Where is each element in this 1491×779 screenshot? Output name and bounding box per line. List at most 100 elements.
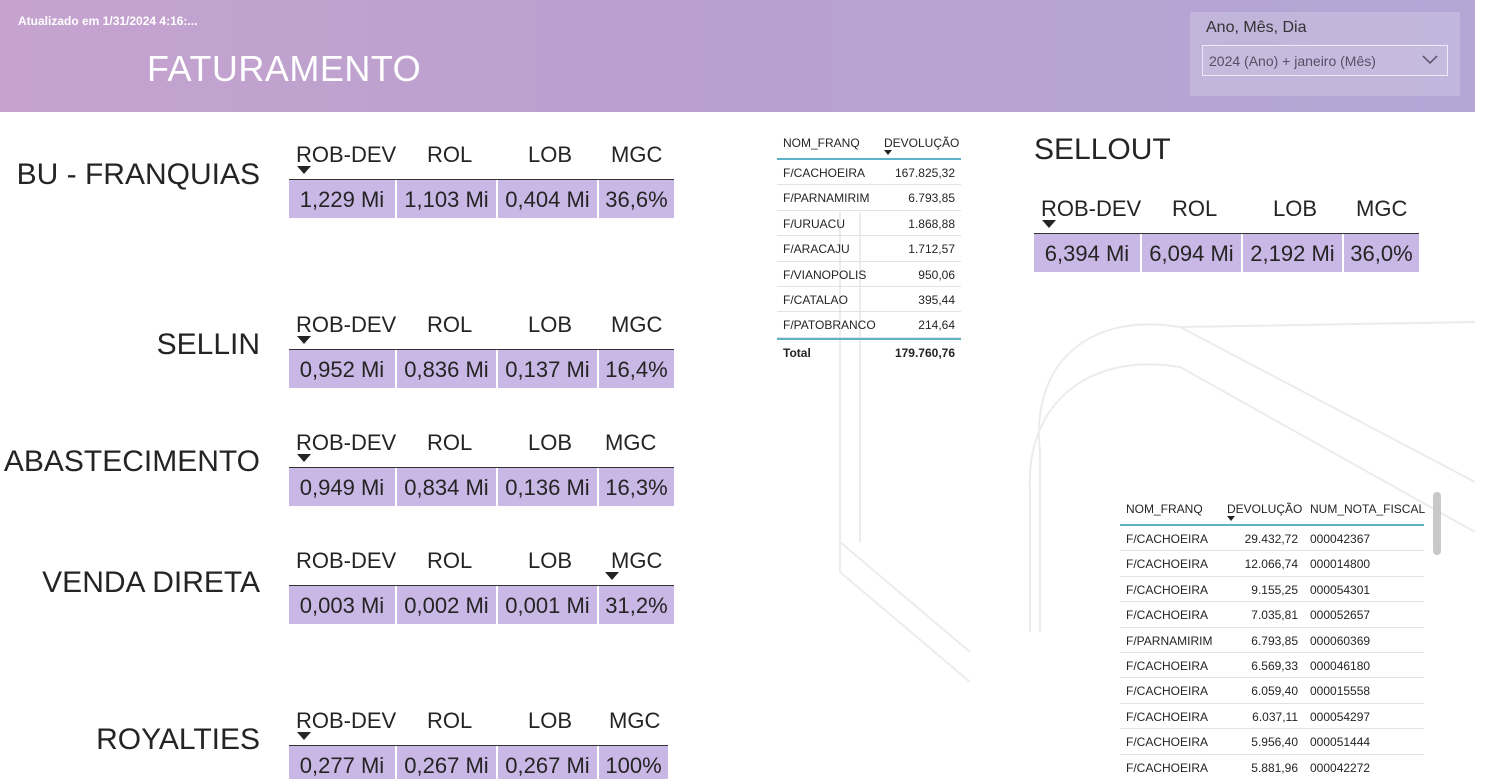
cell-num-nota-fiscal: 000015558 <box>1310 684 1371 699</box>
cell-devolucao: 9.155,25 <box>1251 582 1298 597</box>
table-row[interactable]: F/CACHOEIRA 7.035,81 000052657 <box>1120 602 1424 628</box>
col-header-num-nota-fiscal[interactable]: NUM_NOTA_FISCAL <box>1310 502 1426 516</box>
cell-devolucao: 12.066,74 <box>1244 557 1298 572</box>
table-row[interactable]: F/CACHOEIRA 167.825,32 <box>777 160 961 186</box>
table-row[interactable]: F/PARNAMIRIM 6.793,85 000060369 <box>1120 628 1424 653</box>
last-updated-text: Atualizado em 1/31/2024 4:16:... <box>18 14 198 28</box>
cell-nom-franq: F/PARNAMIRIM <box>1126 633 1213 648</box>
header-lob[interactable]: LOB <box>528 430 573 455</box>
col-header-devolucao[interactable]: DEVOLUÇÃO <box>884 136 960 150</box>
value-rob-dev: 1,229 Mi <box>289 180 395 218</box>
header-rob-dev[interactable]: ROB-DEV <box>296 708 397 733</box>
section-label-sellin: SELLIN <box>156 328 260 361</box>
table-row[interactable]: F/PATOBRANCO 214,64 <box>777 312 961 338</box>
header-lob[interactable]: LOB <box>1273 196 1318 221</box>
sort-desc-icon <box>297 166 311 174</box>
sort-desc-icon <box>297 336 311 344</box>
table-row[interactable]: F/CACHOEIRA 6.569,33 000046180 <box>1120 653 1424 679</box>
value-rob-dev: 6,394 Mi <box>1034 234 1140 272</box>
sort-desc-icon <box>605 572 619 580</box>
header-rob-dev[interactable]: ROB-DEV <box>296 548 397 573</box>
header-rol[interactable]: ROL <box>427 708 473 733</box>
table-row[interactable]: F/CACHOEIRA 6.037,11 000054297 <box>1120 704 1424 730</box>
table-row[interactable]: F/URUACU 1.868,88 <box>777 211 961 237</box>
value-rol: 1,103 Mi <box>397 180 496 218</box>
col-header-nom-franq[interactable]: NOM_FRANQ <box>1126 502 1203 516</box>
value-mgc: 31,2% <box>599 586 674 624</box>
header-rob-dev[interactable]: ROB-DEV <box>296 142 397 167</box>
table-row[interactable]: F/CACHOEIRA 12.066,74 000014800 <box>1120 551 1424 577</box>
cell-nom-franq: F/URUACU <box>783 216 845 231</box>
cell-num-nota-fiscal: 000042367 <box>1310 532 1371 546</box>
total-row: Total 179.760,76 <box>777 337 961 363</box>
cell-nom-franq: F/ARACAJU <box>783 242 850 257</box>
table-row[interactable]: F/PARNAMIRIM 6.793,85 <box>777 185 961 211</box>
cell-nom-franq: F/VIANOPOLIS <box>783 267 867 282</box>
cell-devolucao: 29.432,72 <box>1244 532 1298 546</box>
cell-nom-franq: F/CACHOEIRA <box>1126 608 1209 623</box>
header-mgc[interactable]: MGC <box>609 708 661 733</box>
value-rol: 0,836 Mi <box>397 350 496 388</box>
value-rol: 0,267 Mi <box>397 746 496 779</box>
header-mgc[interactable]: MGC <box>611 312 663 337</box>
value-rob-dev: 0,003 Mi <box>289 586 395 624</box>
total-label: Total <box>783 345 811 360</box>
table-row[interactable]: F/CACHOEIRA 29.432,72 000042367 <box>1120 526 1424 552</box>
table-row[interactable]: F/CACHOEIRA 6.059,40 000015558 <box>1120 678 1424 704</box>
total-value: 179.760,76 <box>894 345 955 360</box>
chevron-down-icon[interactable] <box>1422 53 1438 65</box>
table-row[interactable]: F/ARACAJU 1.712,57 <box>777 236 961 262</box>
cell-devolucao: 6.037,11 <box>1252 709 1298 724</box>
table-row[interactable]: F/CACHOEIRA 5.881,96 000042272 <box>1120 755 1424 779</box>
date-slicer-dropdown[interactable]: 2024 (Ano) + janeiro (Mês) <box>1202 45 1448 76</box>
header-rol[interactable]: ROL <box>1172 196 1218 221</box>
report-header: Atualizado em 1/31/2024 4:16:... FATURAM… <box>0 0 1475 112</box>
value-lob: 0,404 Mi <box>498 180 597 218</box>
value-lob: 0,267 Mi <box>498 746 597 779</box>
cell-devolucao: 5.956,40 <box>1251 735 1298 750</box>
table-row[interactable]: F/CACHOEIRA 5.956,40 000051444 <box>1120 729 1424 755</box>
cell-nom-franq: F/CACHOEIRA <box>1126 709 1209 724</box>
cell-num-nota-fiscal: 000014800 <box>1310 557 1371 572</box>
date-slicer-value: 2024 (Ano) + janeiro (Mês) <box>1209 53 1376 69</box>
kpi-table-venda-direta: ROB-DEV ROL LOB MGC 0,003 Mi 0,002 Mi 0,… <box>289 538 674 624</box>
sort-desc-icon <box>884 150 892 155</box>
value-lob: 0,001 Mi <box>498 586 597 624</box>
header-lob[interactable]: LOB <box>528 312 573 337</box>
header-mgc[interactable]: MGC <box>605 430 657 455</box>
section-label-sellout: SELLOUT <box>1034 133 1171 166</box>
header-mgc[interactable]: MGC <box>1356 196 1408 221</box>
table-scrollbar[interactable] <box>1433 492 1441 555</box>
background-decoration <box>839 212 1476 683</box>
header-rob-dev[interactable]: ROB-DEV <box>296 312 397 337</box>
header-mgc[interactable]: MGC <box>611 548 663 573</box>
col-header-nom-franq[interactable]: NOM_FRANQ <box>783 136 860 150</box>
cell-num-nota-fiscal: 000060369 <box>1310 633 1371 648</box>
header-rob-dev[interactable]: ROB-DEV <box>1041 196 1142 221</box>
cell-nom-franq: F/CACHOEIRA <box>1126 760 1209 775</box>
col-header-devolucao[interactable]: DEVOLUÇÃO <box>1227 502 1303 516</box>
header-rol[interactable]: ROL <box>427 430 473 455</box>
kpi-table-sellout: ROB-DEV ROL LOB MGC 6,394 Mi 6,094 Mi 2,… <box>1034 186 1419 272</box>
header-lob[interactable]: LOB <box>528 708 573 733</box>
header-lob[interactable]: LOB <box>528 142 573 167</box>
cell-nom-franq: F/CACHOEIRA <box>1126 532 1209 546</box>
header-lob[interactable]: LOB <box>528 548 573 573</box>
value-mgc: 36,6% <box>599 180 674 218</box>
cell-devolucao: 7.035,81 <box>1251 608 1298 623</box>
header-rob-dev[interactable]: ROB-DEV <box>296 430 397 455</box>
table-row[interactable]: F/CATALAO 395,44 <box>777 287 961 313</box>
kpi-table-abastecimento: ROB-DEV ROL LOB MGC 0,949 Mi 0,834 Mi 0,… <box>289 420 674 506</box>
cell-num-nota-fiscal: 000054297 <box>1310 709 1371 724</box>
table-row[interactable]: F/VIANOPOLIS 950,06 <box>777 262 961 287</box>
header-rol[interactable]: ROL <box>427 548 473 573</box>
cell-devolucao: 950,06 <box>918 267 955 282</box>
kpi-table-franquias: ROB-DEV ROL LOB MGC 1,229 Mi 1,103 Mi 0,… <box>289 132 674 218</box>
devolucao-table: NOM_FRANQ DEVOLUÇÃO F/CACHOEIRA 167.825,3… <box>777 130 961 363</box>
header-rol[interactable]: ROL <box>427 142 473 167</box>
cell-nom-franq: F/CACHOEIRA <box>1126 684 1209 699</box>
date-slicer: Ano, Mês, Dia 2024 (Ano) + janeiro (Mês) <box>1190 12 1460 96</box>
header-mgc[interactable]: MGC <box>611 142 663 167</box>
header-rol[interactable]: ROL <box>427 312 473 337</box>
table-row[interactable]: F/CACHOEIRA 9.155,25 000054301 <box>1120 577 1424 603</box>
